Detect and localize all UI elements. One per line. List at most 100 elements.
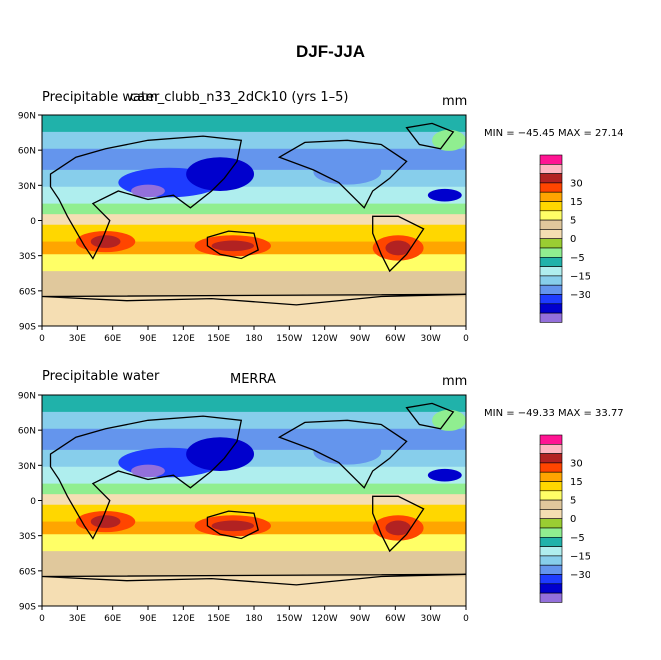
lon-tick-label: 150W (276, 614, 302, 624)
colorbar-label: −30 (570, 570, 590, 581)
colorbar-label: −5 (570, 533, 585, 544)
colorbar-label: 0 (570, 514, 576, 525)
lon-tick-label: 60E (104, 334, 121, 344)
field-band (42, 494, 466, 506)
lat-tick-label: 90N (18, 392, 36, 402)
field-band (42, 115, 466, 133)
field-blob (427, 188, 462, 202)
colorbar-swatch (539, 583, 563, 594)
colorbar-swatch (539, 284, 563, 295)
lon-tick-label: 0 (463, 334, 469, 344)
colorbar-label: 5 (570, 496, 576, 507)
panel-units: mm (442, 374, 468, 389)
colorbar-swatch (539, 574, 563, 585)
colorbar-swatch (539, 434, 563, 445)
colorbar-swatch (539, 499, 563, 510)
lon-tick-label: 120W (312, 614, 338, 624)
coastline (277, 419, 408, 489)
colorbar-2: 30 15 5 0 −5 −15 −30 (539, 434, 590, 603)
colorbar-swatch (539, 444, 563, 454)
field-band (42, 576, 466, 607)
field-blob (313, 159, 382, 185)
colorbar-swatch (539, 481, 563, 492)
field-band (42, 186, 466, 205)
field-blob (313, 439, 382, 465)
lon-tick-label: 90W (350, 614, 370, 624)
colorbar-label: −15 (570, 551, 590, 562)
field-blob (385, 240, 411, 256)
panel-left-title: Precipitable water (42, 90, 160, 105)
colorbar-label: 30 (570, 178, 583, 189)
colorbar-label: 15 (570, 477, 583, 488)
colorbar-swatch (539, 555, 563, 566)
field-band (42, 203, 466, 215)
field-blob (186, 437, 254, 471)
colorbar-swatch (539, 471, 563, 482)
colorbar-swatch (539, 509, 563, 520)
colorbar-swatch (539, 537, 563, 547)
lon-tick-label: 120E (172, 614, 195, 624)
panel-center-title: cam_clubb_n33_2dCk10 (yrs 1–5) (130, 90, 349, 105)
field-band (42, 296, 466, 327)
lat-tick-label: 0 (30, 497, 36, 507)
field-band (42, 395, 466, 413)
panel-center-title: MERRA (230, 372, 276, 387)
colorbar-swatch (539, 312, 563, 323)
field-blob (131, 464, 165, 478)
lon-tick-label: 30E (69, 334, 86, 344)
colorbar-swatch (539, 564, 563, 575)
lon-tick-label: 90E (139, 334, 156, 344)
coastline (405, 402, 455, 430)
lat-tick-label: 60N (18, 147, 36, 157)
colorbar-swatch (539, 219, 563, 230)
field-band (42, 449, 466, 468)
lat-tick-label: 30S (19, 532, 36, 542)
field-band (42, 534, 466, 552)
field-band (42, 466, 466, 485)
field-band (42, 428, 466, 451)
lon-tick-label: 150E (207, 614, 230, 624)
lon-tick-label: 60E (104, 614, 121, 624)
colorbar-label: 0 (570, 234, 576, 245)
colorbar-swatch (539, 173, 563, 184)
coastline (206, 510, 259, 540)
colorbar-swatch (539, 275, 563, 286)
lon-tick-label: 30E (69, 614, 86, 624)
lat-tick-label: 0 (30, 217, 36, 227)
colorbar-swatch (539, 294, 563, 305)
coastline (372, 495, 425, 553)
field-blob (385, 520, 411, 536)
panel-left-title: Precipitable water (42, 369, 160, 384)
colorbar-label: −30 (570, 290, 590, 301)
colorbar-swatch (539, 453, 563, 464)
lat-tick-label: 90S (19, 323, 36, 333)
lat-tick-label: 60N (18, 427, 36, 437)
field-band (42, 271, 466, 297)
field-blob (90, 515, 121, 528)
lat-tick-label: 30N (18, 182, 36, 192)
coastline (49, 135, 243, 260)
colorbar-label: 30 (570, 458, 583, 469)
coastline (49, 415, 243, 540)
lat-tick-label: 30S (19, 252, 36, 262)
field-blob (211, 240, 254, 252)
colorbar-swatch (539, 154, 563, 165)
colorbar-label: 15 (570, 197, 583, 208)
field-blob (432, 129, 466, 151)
colorbar-swatch (539, 546, 563, 557)
colorbar-label: 5 (570, 216, 576, 227)
lon-tick-label: 150E (207, 334, 230, 344)
colorbar-swatch (539, 210, 563, 221)
field-blob (427, 468, 462, 482)
lon-tick-label: 150W (276, 334, 302, 344)
coastline (405, 122, 455, 150)
lon-tick-label: 30W (420, 614, 440, 624)
lon-tick-label: 0 (39, 614, 45, 624)
lon-tick-label: 90W (350, 334, 370, 344)
colorbar-swatch (539, 247, 563, 258)
field-band (42, 411, 466, 430)
lat-tick-label: 90S (19, 603, 36, 613)
colorbar-swatch (539, 462, 563, 473)
colorbar-1: 30 15 5 0 −5 −15 −30 (539, 154, 590, 323)
